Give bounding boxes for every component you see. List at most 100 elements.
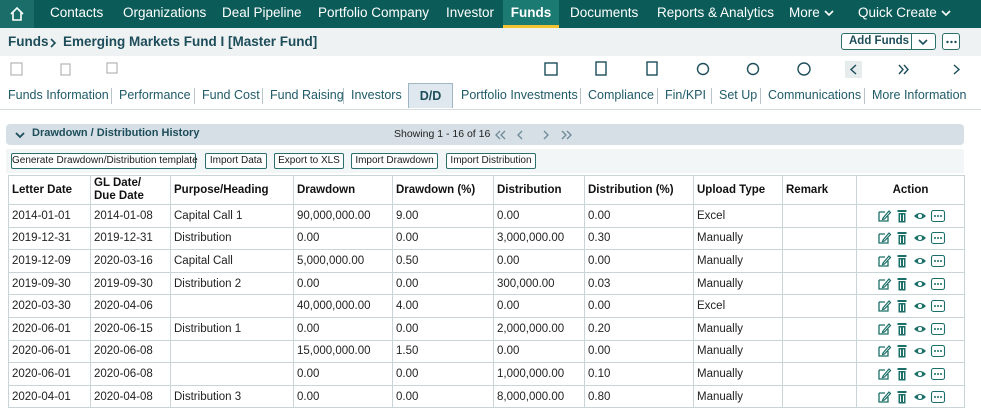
prev-button[interactable]	[845, 61, 862, 78]
cell: 0.03	[584, 271, 694, 296]
cell: 2020-03-16	[90, 249, 171, 273]
more-icon[interactable]	[930, 366, 946, 382]
edit-icon[interactable]	[876, 276, 892, 292]
calendar-icon[interactable]	[544, 62, 558, 76]
more-options-button[interactable]	[942, 33, 960, 50]
toolbar-button[interactable]: Export to XLS	[274, 153, 344, 169]
delete-icon[interactable]	[894, 366, 910, 382]
edit-icon[interactable]	[876, 321, 892, 337]
nav-item[interactable]: Contacts	[50, 0, 103, 28]
delete-icon[interactable]	[60, 63, 71, 76]
column-header: Distribution	[493, 175, 585, 205]
copy-icon[interactable]	[106, 62, 118, 74]
edit-icon[interactable]	[876, 208, 892, 224]
more-icon[interactable]	[930, 321, 946, 337]
toolbar-button[interactable]: Generate Drawdown/Distribution template	[11, 153, 198, 169]
tab[interactable]: Fin/KPI	[665, 88, 706, 102]
tab[interactable]: D/D	[408, 83, 453, 108]
nav-item[interactable]: Quick Create	[858, 0, 952, 28]
edit-icon[interactable]	[876, 389, 892, 405]
nav-item[interactable]: Reports & Analytics	[657, 0, 774, 28]
cell: Distribution 3	[170, 384, 294, 409]
nav-item[interactable]: More	[789, 0, 835, 28]
cell: 2019-12-09	[8, 249, 91, 273]
history-icon[interactable]	[696, 62, 710, 76]
more-icon[interactable]	[930, 208, 946, 224]
delete-icon[interactable]	[894, 298, 910, 314]
more-icon[interactable]	[930, 253, 946, 269]
tab[interactable]: More Information	[872, 88, 967, 102]
breadcrumb-arrow	[50, 38, 57, 48]
next-icon[interactable]	[953, 64, 961, 75]
more-icon[interactable]	[930, 298, 946, 314]
add-funds-button[interactable]: Add Funds	[841, 33, 936, 50]
view-icon[interactable]	[912, 208, 928, 224]
first-page[interactable]	[495, 130, 506, 140]
next-page[interactable]	[543, 130, 549, 140]
view-icon[interactable]	[912, 253, 928, 269]
dropdown-icon[interactable]	[916, 37, 930, 47]
nav-item[interactable]: Documents	[570, 0, 638, 28]
view-icon[interactable]	[912, 230, 928, 246]
tab[interactable]: Fund Raising	[270, 88, 344, 102]
toolbar-button[interactable]: Import Data	[205, 153, 267, 169]
last-page[interactable]	[561, 130, 572, 140]
tab[interactable]: Performance	[119, 88, 191, 102]
view-icon[interactable]	[912, 276, 928, 292]
toolbar-button[interactable]: Import Distribution	[446, 153, 536, 169]
edit-icon[interactable]	[876, 343, 892, 359]
nav-item[interactable]: Organizations	[123, 0, 206, 28]
view-icon[interactable]	[912, 343, 928, 359]
delete-icon[interactable]	[894, 389, 910, 405]
delete-icon[interactable]	[894, 230, 910, 246]
column-header: Upload Type	[693, 175, 783, 205]
toolbar-button[interactable]: Import Drawdown	[351, 153, 438, 169]
more-icon[interactable]	[930, 230, 946, 246]
tab[interactable]: Portfolio Investments	[461, 88, 578, 102]
tab[interactable]: Communications	[768, 88, 862, 102]
view-icon[interactable]	[912, 389, 928, 405]
tab[interactable]: Compliance	[588, 88, 655, 102]
tab[interactable]: Fund Cost	[202, 88, 260, 102]
delete-icon[interactable]	[894, 253, 910, 269]
edit-icon[interactable]	[876, 298, 892, 314]
view-icon[interactable]	[912, 321, 928, 337]
collapse-icon[interactable]	[14, 129, 26, 141]
edit-icon[interactable]	[10, 62, 23, 76]
add-file-icon[interactable]	[646, 61, 658, 76]
delete-icon[interactable]	[894, 343, 910, 359]
cell: 0.10	[584, 362, 694, 386]
export-icon[interactable]	[595, 61, 607, 76]
fast-forward-icon[interactable]	[898, 64, 909, 75]
tab-separator	[760, 88, 761, 104]
currency-icon[interactable]	[746, 62, 760, 76]
prev-page[interactable]	[517, 130, 523, 140]
more-icon[interactable]	[930, 276, 946, 292]
nav-label: Documents	[570, 5, 639, 20]
more-icon[interactable]	[930, 343, 946, 359]
tab[interactable]: Set Up	[719, 88, 758, 102]
section-header: Drawdown / Distribution History Showing …	[6, 124, 964, 145]
nav-item[interactable]: Portfolio Company	[318, 0, 429, 28]
home-button[interactable]	[0, 0, 34, 28]
breadcrumb-root[interactable]: Funds	[8, 34, 49, 49]
column-header: Remark	[782, 175, 857, 205]
more-icon[interactable]	[930, 389, 946, 405]
delete-icon[interactable]	[894, 276, 910, 292]
edit-icon[interactable]	[876, 366, 892, 382]
nav-item[interactable]: Deal Pipeline	[222, 0, 302, 28]
edit-icon[interactable]	[876, 253, 892, 269]
cell: 0.80	[584, 384, 694, 409]
edit-icon[interactable]	[876, 230, 892, 246]
delete-icon[interactable]	[894, 208, 910, 224]
cell: 0.00	[493, 294, 585, 318]
tab[interactable]: Funds Information	[8, 88, 109, 102]
view-icon[interactable]	[912, 366, 928, 382]
view-icon[interactable]	[912, 298, 928, 314]
nav-item[interactable]: Investor	[446, 0, 494, 28]
currency-icon-2[interactable]	[797, 62, 811, 76]
nav-item[interactable]: Funds	[503, 0, 559, 28]
cell: 2020-06-08	[90, 339, 171, 364]
delete-icon[interactable]	[894, 321, 910, 337]
tab[interactable]: Investors	[351, 88, 402, 102]
